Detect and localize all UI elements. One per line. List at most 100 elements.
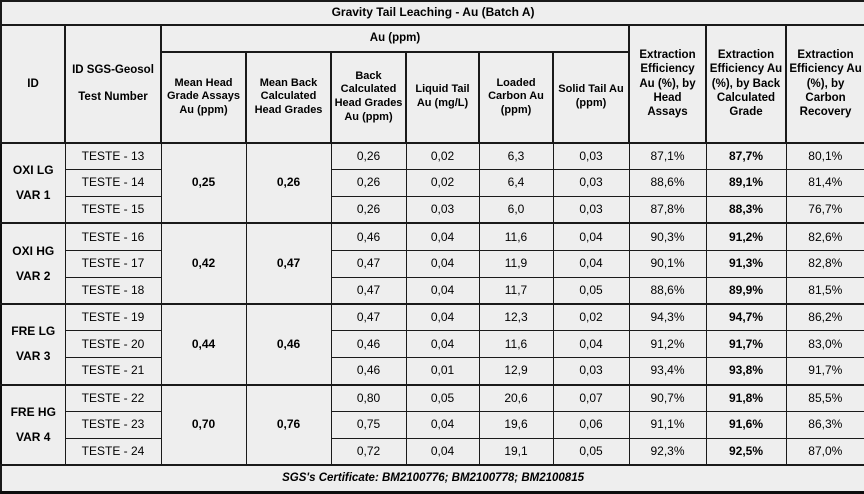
group-id-cell: FRE LG VAR 3 [0, 303, 66, 386]
ee-back-calculated-cell: 91,3% [705, 249, 787, 278]
mean-back-calculated-cell: 0,26 [245, 141, 332, 224]
solid-tail-cell: 0,06 [552, 411, 630, 440]
solid-tail-cell: 0,07 [552, 383, 630, 413]
group-id-line1: OXI LG [12, 162, 54, 177]
loaded-carbon-cell: 11,6 [478, 222, 554, 251]
liquid-tail-cell: 0,04 [405, 222, 480, 251]
solid-tail-cell: 0,03 [552, 357, 630, 386]
solid-tail-cell: 0,03 [552, 169, 630, 198]
ee-back-calculated-cell: 91,7% [705, 330, 787, 359]
ee-carbon-recovery-cell: 83,0% [785, 330, 864, 359]
col-header-liquid-tail: Liquid Tail Au (mg/L) [405, 50, 480, 144]
liquid-tail-cell: 0,04 [405, 303, 480, 332]
back-calc-head-grade-cell: 0,46 [330, 357, 407, 386]
col-group-au-ppm: Au (ppm) [160, 23, 630, 53]
header-band-row: ID ID SGS-Geosol Test Number Au (ppm) Ex… [0, 23, 864, 144]
solid-tail-cell: 0,04 [552, 249, 630, 278]
table-row: OXI LG VAR 1 TESTE - 13 0,25 0,26 0,26 0… [0, 141, 864, 224]
liquid-tail-cell: 0,02 [405, 169, 480, 198]
loaded-carbon-cell: 12,3 [478, 303, 554, 332]
test-number-header-stack: ID SGS-Geosol Test Number [68, 63, 158, 104]
ee-head-assays-cell: 87,1% [628, 141, 707, 171]
col-header-ee-carbon-recovery: Extraction Efficiency Au (%), by Carbon … [784, 23, 864, 144]
group-id-line1: FRE HG [10, 404, 56, 419]
group-id-cell: OXI HG VAR 2 [0, 222, 66, 305]
ee-head-assays-cell: 91,2% [628, 330, 707, 359]
solid-tail-cell: 0,04 [552, 222, 630, 251]
back-calc-head-grade-cell: 0,47 [330, 303, 407, 332]
solid-tail-cell: 0,05 [552, 276, 630, 305]
footer-row: SGS's Certificate: BM2100776; BM2100778;… [0, 464, 864, 494]
loaded-carbon-cell: 11,7 [478, 276, 554, 305]
liquid-tail-cell: 0,04 [405, 249, 480, 278]
ee-carbon-recovery-cell: 86,3% [785, 411, 864, 440]
table-title: Gravity Tail Leaching - Au (Batch A) [0, 0, 864, 26]
test-number-cell: TESTE - 21 [64, 357, 162, 386]
ee-head-assays-cell: 90,7% [628, 383, 707, 413]
col-header-solid-tail: Solid Tail Au (ppm) [552, 50, 630, 144]
liquid-tail-cell: 0,05 [405, 383, 480, 413]
ee-carbon-recovery-cell: 85,5% [785, 383, 864, 413]
ee-carbon-recovery-cell: 81,5% [785, 276, 864, 305]
group-id-stack: FRE LG VAR 3 [4, 324, 63, 364]
group-id-line2: VAR 1 [16, 188, 51, 203]
back-calc-head-grade-cell: 0,47 [330, 249, 407, 278]
loaded-carbon-cell: 11,6 [478, 330, 554, 359]
back-calc-head-grade-cell: 0,26 [330, 141, 407, 171]
table-row: FRE HG VAR 4 TESTE - 22 0,70 0,76 0,80 0… [0, 383, 864, 466]
table-row: TESTE - 18 0,47 0,04 11,7 0,05 88,6% 89,… [1, 276, 864, 305]
mean-back-calculated-cell: 0,46 [245, 303, 332, 386]
liquid-tail-cell: 0,04 [405, 411, 480, 440]
liquid-tail-cell: 0,04 [405, 276, 480, 305]
test-number-cell: TESTE - 23 [64, 411, 162, 440]
solid-tail-cell: 0,03 [552, 196, 630, 224]
back-calc-head-grade-cell: 0,46 [330, 330, 407, 359]
ee-carbon-recovery-cell: 81,4% [785, 169, 864, 198]
col-header-mean-head-grade: Mean Head Grade Assays Au (ppm) [160, 50, 247, 144]
ee-back-calculated-cell: 89,1% [705, 169, 787, 198]
test-number-cell: TESTE - 20 [64, 330, 162, 359]
mean-head-grade-cell: 0,44 [160, 303, 247, 386]
liquid-tail-cell: 0,02 [405, 141, 480, 171]
loaded-carbon-cell: 6,0 [478, 196, 554, 224]
group-id-stack: OXI HG VAR 2 [4, 244, 63, 283]
group-id-stack: OXI LG VAR 1 [4, 162, 63, 203]
ee-carbon-recovery-cell: 91,7% [785, 357, 864, 386]
ee-carbon-recovery-cell: 76,7% [785, 196, 864, 224]
back-calc-head-grade-cell: 0,46 [330, 222, 407, 251]
mean-back-calculated-cell: 0,76 [245, 383, 332, 466]
test-number-cell: TESTE - 15 [64, 196, 162, 224]
ee-back-calculated-cell: 89,9% [705, 276, 787, 305]
liquid-tail-cell: 0,04 [405, 330, 480, 359]
table-row: TESTE - 24 0,72 0,04 19,1 0,05 92,3% 92,… [1, 438, 864, 466]
test-number-cell: TESTE - 18 [64, 276, 162, 305]
solid-tail-cell: 0,05 [552, 438, 630, 466]
ee-carbon-recovery-cell: 80,1% [785, 141, 864, 171]
test-number-cell: TESTE - 14 [64, 169, 162, 198]
table-row: OXI HG VAR 2 TESTE - 16 0,42 0,47 0,46 0… [0, 222, 864, 305]
ee-carbon-recovery-cell: 82,6% [785, 222, 864, 251]
mean-back-calculated-cell: 0,47 [245, 222, 332, 305]
certificate-note: SGS's Certificate: BM2100776; BM2100778;… [0, 464, 864, 494]
group-id-line1: FRE LG [11, 324, 56, 339]
mean-head-grade-cell: 0,42 [160, 222, 247, 305]
solid-tail-cell: 0,03 [552, 141, 630, 171]
ee-head-assays-cell: 88,6% [628, 169, 707, 198]
table-row: TESTE - 23 0,75 0,04 19,6 0,06 91,1% 91,… [1, 411, 864, 440]
loaded-carbon-cell: 6,3 [478, 141, 554, 171]
group-id-cell: OXI LG VAR 1 [0, 141, 66, 224]
table-row: TESTE - 21 0,46 0,01 12,9 0,03 93,4% 93,… [1, 357, 864, 386]
table-row: TESTE - 15 0,26 0,03 6,0 0,03 87,8% 88,3… [1, 196, 864, 224]
ee-back-calculated-cell: 91,2% [705, 222, 787, 251]
loaded-carbon-cell: 19,1 [478, 438, 554, 466]
col-header-ee-head-assays: Extraction Efficiency Au (%), by Head As… [628, 23, 707, 144]
ee-back-calculated-cell: 87,7% [705, 141, 787, 171]
ee-head-assays-cell: 87,8% [628, 196, 707, 224]
loaded-carbon-cell: 20,6 [478, 383, 554, 413]
group-id-stack: FRE HG VAR 4 [4, 404, 63, 444]
col-header-id: ID [0, 23, 66, 144]
test-number-cell: TESTE - 17 [64, 249, 162, 278]
ee-back-calculated-cell: 94,7% [705, 303, 787, 332]
